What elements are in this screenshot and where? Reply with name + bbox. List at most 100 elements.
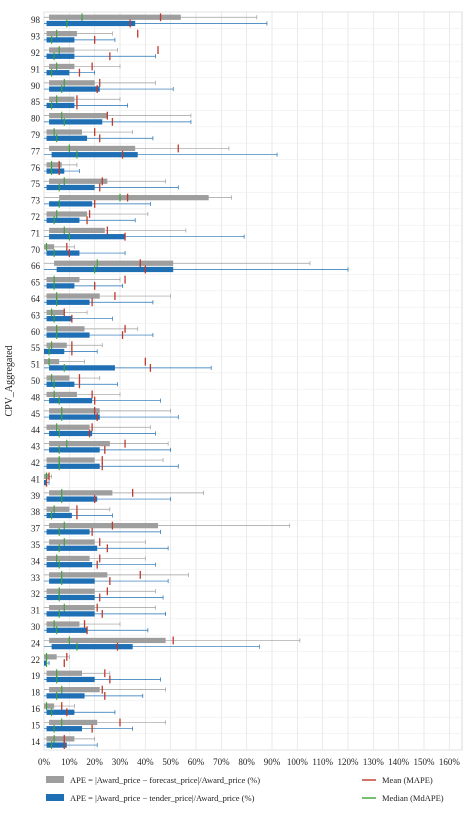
- y-tick-label: 42: [31, 458, 40, 468]
- y-tick-label: 80: [31, 114, 41, 124]
- iqr-box: [46, 135, 88, 141]
- iqr-box: [46, 709, 75, 715]
- iqr-box: [46, 283, 75, 289]
- box-tender: [44, 396, 161, 405]
- y-tick-label: 48: [31, 392, 41, 402]
- box-tender: [44, 150, 278, 159]
- iqr-box: [49, 414, 100, 420]
- y-tick-label: 15: [31, 720, 41, 730]
- iqr-box: [46, 562, 93, 568]
- iqr-box: [46, 693, 85, 699]
- legend-label-median: Median (MdAPE): [382, 793, 444, 803]
- box-tender: [44, 68, 96, 77]
- iqr-box: [49, 523, 158, 529]
- box-tender: [44, 724, 134, 733]
- iqr-box: [49, 637, 166, 644]
- iqr-box: [46, 742, 67, 748]
- iqr-box: [49, 86, 100, 92]
- iqr-box: [46, 162, 62, 168]
- iqr-box: [44, 480, 47, 486]
- iqr-box: [46, 211, 88, 217]
- iqr-box: [49, 572, 108, 578]
- box-tender: [44, 495, 172, 504]
- iqr-box: [49, 119, 103, 125]
- box-tender: [44, 298, 154, 307]
- iqr-box: [46, 299, 90, 305]
- iqr-box: [46, 529, 90, 535]
- iqr-box: [46, 627, 88, 633]
- iqr-box: [46, 670, 82, 676]
- iqr-box: [46, 512, 72, 519]
- box-forecast: [44, 226, 187, 235]
- iqr-box: [44, 359, 60, 365]
- y-tick-label: 76: [31, 163, 41, 173]
- box-tender: [44, 527, 161, 536]
- y-tick-label: 71: [31, 228, 40, 238]
- box-tender: [44, 577, 169, 586]
- iqr-box: [49, 687, 100, 693]
- legend: APE = |Award_price − forecast_price|/Awa…: [46, 775, 444, 803]
- iqr-box: [44, 348, 65, 355]
- y-tick-label: 16: [31, 704, 41, 714]
- legend-swatch-tender: [46, 794, 64, 801]
- iqr-box: [49, 14, 181, 20]
- box-tender: [44, 445, 172, 454]
- iqr-box: [44, 660, 47, 666]
- boxes-layer: [44, 13, 349, 750]
- y-tick-label: 72: [31, 212, 40, 222]
- box-forecast: [44, 341, 103, 350]
- y-tick-label: 93: [31, 32, 41, 42]
- y-tick-label: 33: [31, 573, 41, 583]
- box-forecast: [44, 275, 126, 284]
- y-tick-label: 50: [31, 376, 41, 386]
- x-tick-label: 160%: [439, 757, 461, 767]
- box-tender: [44, 19, 268, 28]
- y-tick-label: 73: [31, 196, 41, 206]
- iqr-box: [51, 152, 138, 158]
- iqr-box: [46, 168, 65, 174]
- iqr-box: [49, 447, 100, 453]
- iqr-box: [46, 20, 136, 27]
- box-forecast: [44, 538, 146, 546]
- legend-label-tender: APE = |Award_price − tender_price|/Award…: [70, 793, 255, 803]
- box-forecast: [44, 390, 121, 399]
- box-forecast: [44, 570, 189, 579]
- x-tick-label: 110%: [312, 757, 333, 767]
- box-tender: [44, 52, 156, 61]
- box-tender: [44, 101, 128, 110]
- box-forecast: [44, 324, 139, 333]
- iqr-box: [46, 102, 75, 109]
- iqr-box: [46, 277, 80, 283]
- box-tender: [44, 35, 116, 44]
- box-tender: [44, 331, 154, 340]
- y-tick-label: 18: [31, 688, 41, 698]
- y-tick-label: 24: [31, 638, 41, 648]
- x-tick-label: 40%: [137, 757, 154, 767]
- iqr-box: [46, 726, 82, 732]
- box-tender: [44, 511, 113, 520]
- iqr-box: [46, 676, 95, 683]
- grid-layer: [43, 11, 463, 751]
- box-tender: [44, 429, 156, 438]
- y-tick-label: 79: [31, 130, 41, 140]
- y-tick-label: 39: [31, 491, 41, 501]
- iqr-box: [56, 266, 174, 273]
- box-tender: [44, 708, 116, 717]
- iqr-box: [46, 293, 100, 299]
- iqr-box: [44, 654, 57, 660]
- iqr-box: [46, 424, 90, 430]
- iqr-box: [49, 201, 93, 207]
- box-forecast: [44, 111, 192, 120]
- y-tick-label: 14: [31, 737, 41, 747]
- y-tick-label: 91: [31, 64, 40, 74]
- y-tick-label: 32: [31, 589, 40, 599]
- box-tender: [44, 199, 151, 208]
- box-tender: [44, 347, 98, 356]
- y-tick-label: 98: [31, 15, 41, 25]
- box-tender: [44, 314, 113, 323]
- iqr-box: [46, 316, 72, 322]
- legend-swatch-forecast: [46, 776, 64, 783]
- iqr-box: [49, 719, 98, 726]
- y-tick-label: 75: [31, 179, 41, 189]
